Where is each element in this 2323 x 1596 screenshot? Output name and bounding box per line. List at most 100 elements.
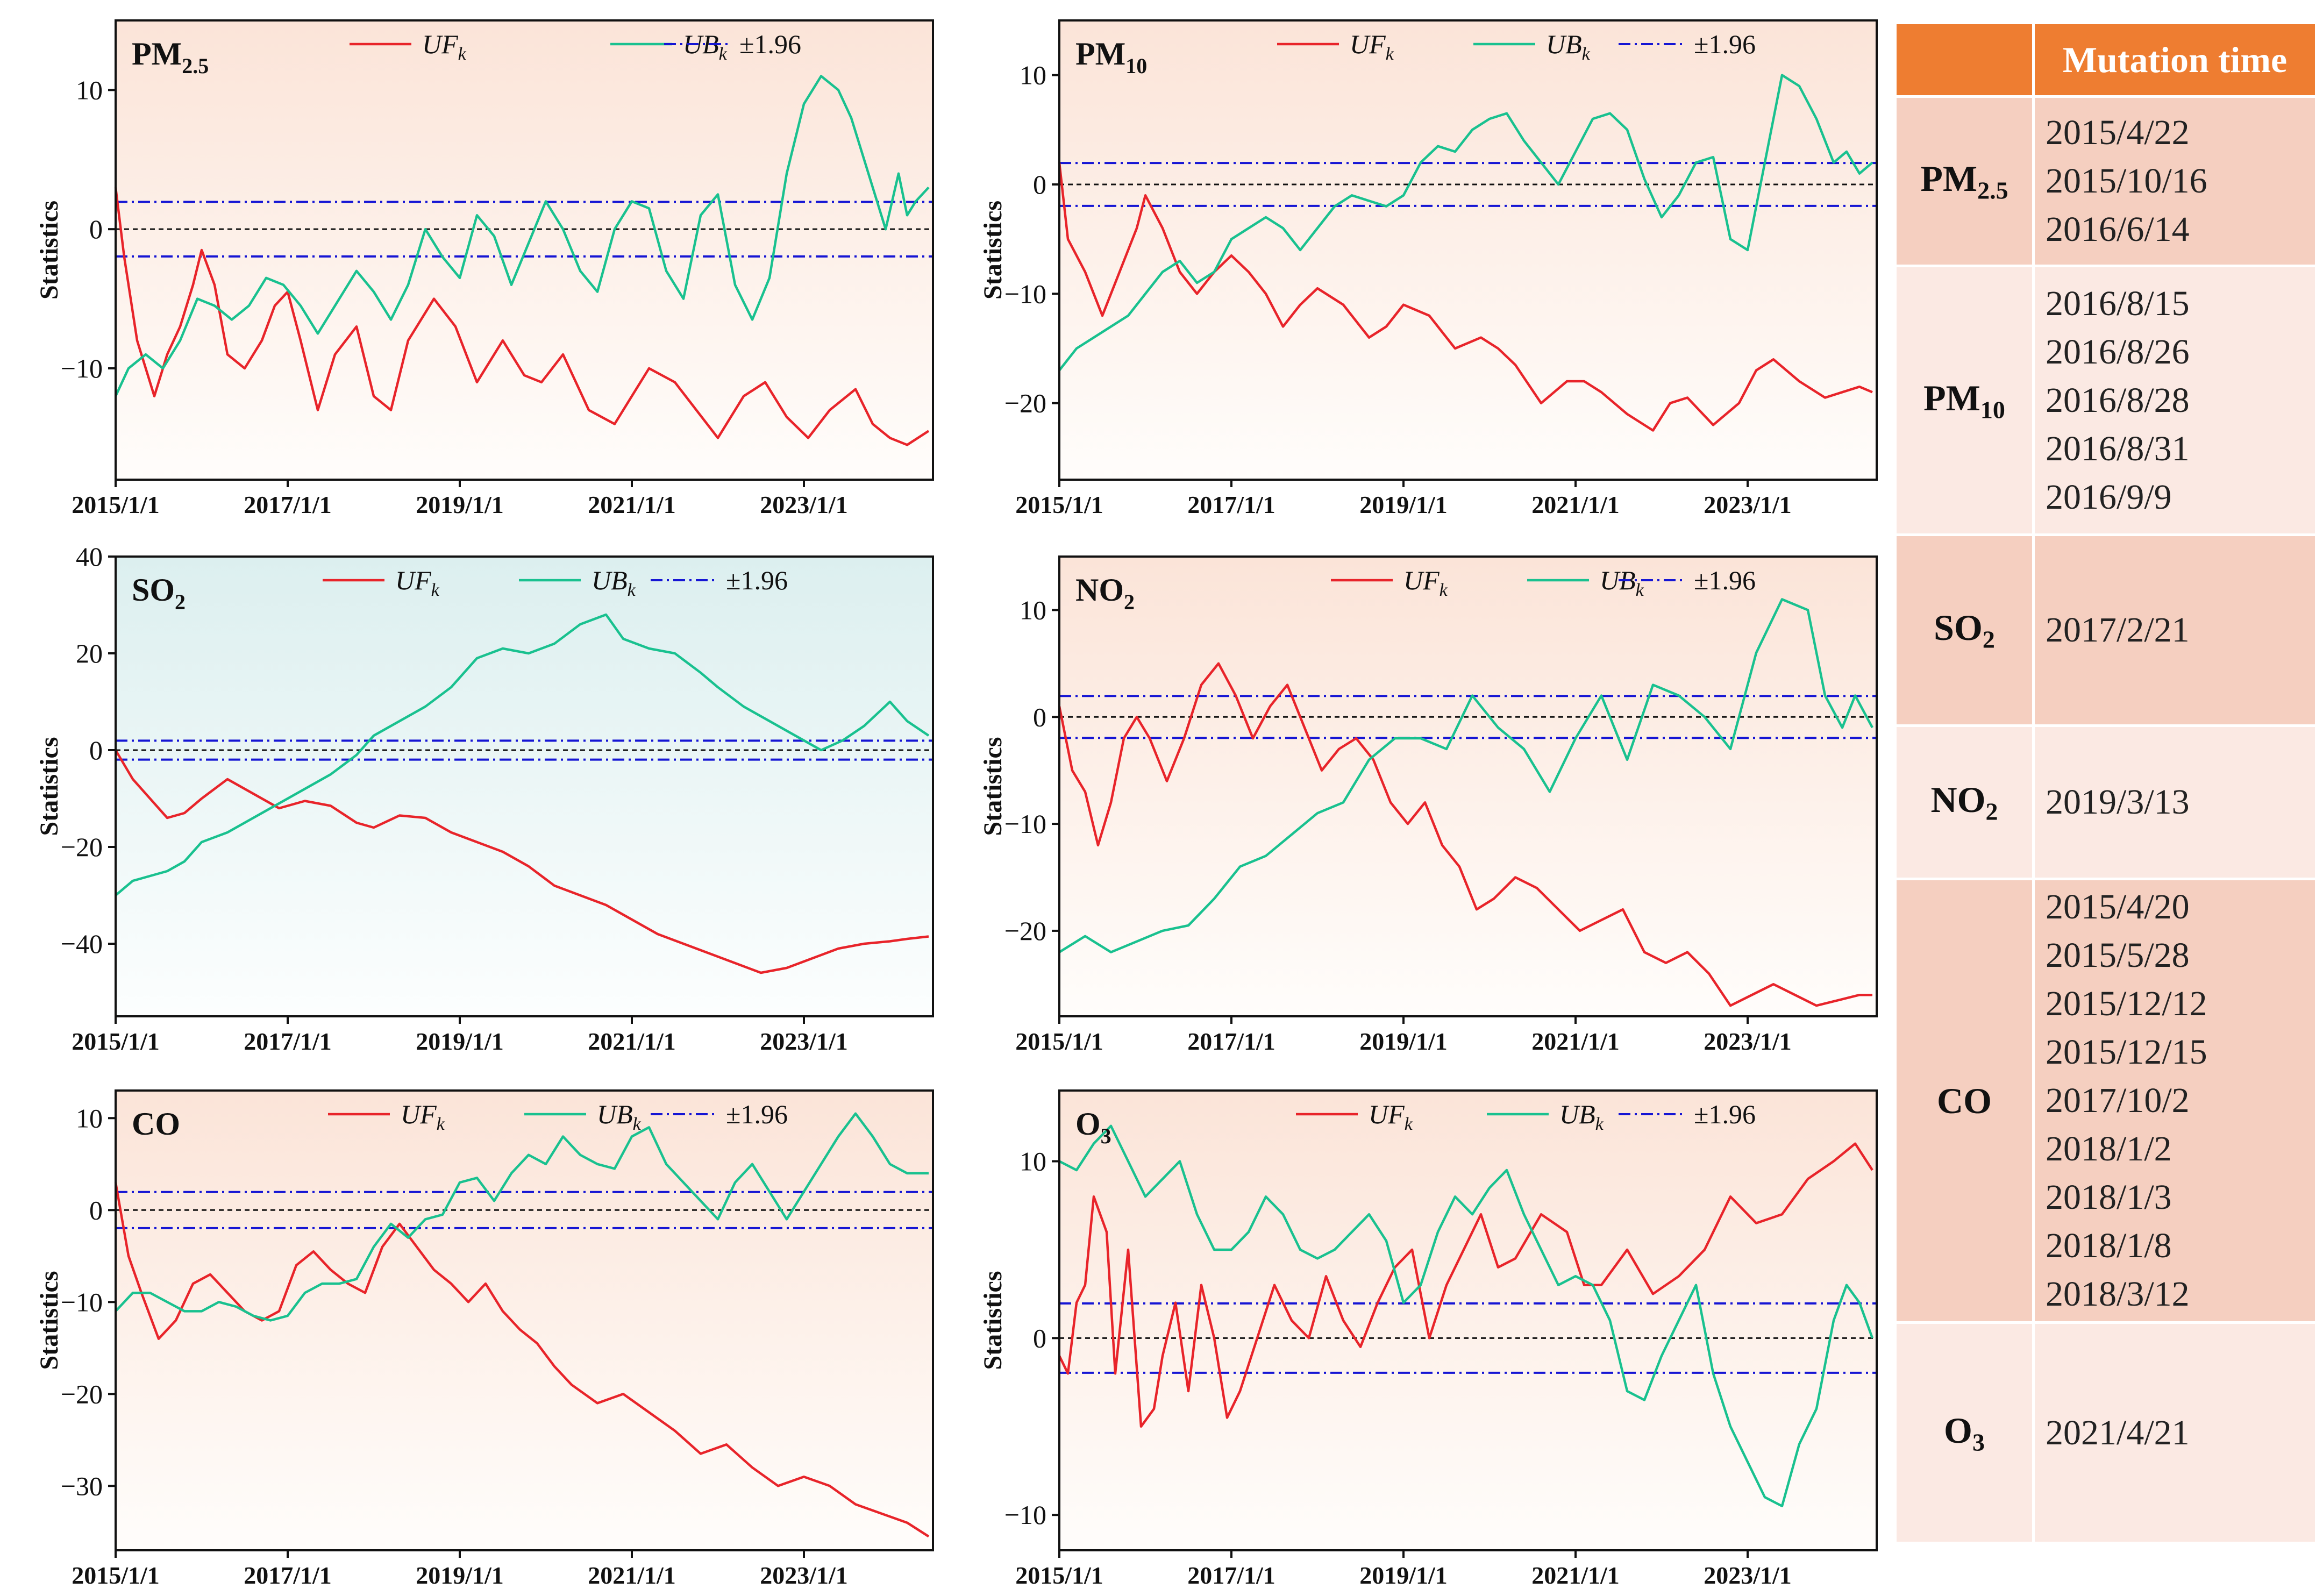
mutation-date: 2015/12/12 xyxy=(2046,984,2207,1023)
panel-title: O3 xyxy=(1075,1106,1111,1148)
x-tick-label: 2015/1/1 xyxy=(1015,1562,1103,1589)
ub-series-line xyxy=(1058,598,1873,953)
plot-frame xyxy=(1058,1089,1878,1551)
legend-ub-label: UBk xyxy=(1559,1099,1604,1134)
mutation-date: 2019/3/13 xyxy=(2046,782,2190,822)
y-tick-label: 10 xyxy=(1020,1146,1046,1177)
x-tick-label: 2021/1/1 xyxy=(1531,1028,1620,1055)
x-tick-label: 2017/1/1 xyxy=(1187,1562,1275,1589)
x-tick-label: 2019/1/1 xyxy=(1359,1028,1448,1055)
plot-background xyxy=(1059,20,1877,480)
chart-panel-6: −10 0 10 2015/1/1 2017/1/1 2019/1/1 2021/1/1 20… xyxy=(979,1089,1878,1589)
chart-panel-3: −40 −20 0 20 40 2015/1/1 2017/1/1 2019/1/1 2021/… xyxy=(35,542,934,1055)
x-tick-label: 2021/1/1 xyxy=(588,1562,676,1589)
ub-series-line xyxy=(1058,74,1873,372)
pollutant-cell: PM2.5 xyxy=(1897,98,2032,265)
mutation-dates-cell: 2015/4/22 2015/10/16 2016/6/14 xyxy=(2035,98,2315,265)
x-tick-label: 2023/1/1 xyxy=(1704,1028,1792,1055)
mutation-date: 2018/1/2 xyxy=(2046,1129,2172,1168)
mutation-dates-cell: 2017/2/21 xyxy=(2035,536,2315,724)
legend-ub-label: UBk xyxy=(592,565,636,600)
legend-uf-label: UFk xyxy=(401,1099,445,1134)
x-tick-label: 2017/1/1 xyxy=(244,1028,332,1055)
mutation-date: 2016/8/31 xyxy=(2046,429,2190,468)
legend-limit-label: ±1.96 xyxy=(1694,565,1756,595)
mutation-date: 2015/4/20 xyxy=(2046,887,2190,927)
y-tick-label: 0 xyxy=(1033,702,1046,732)
pollutant-cell: O3 xyxy=(1897,1324,2032,1542)
plot-frame xyxy=(115,1089,934,1551)
x-tick-label: 2019/1/1 xyxy=(1359,491,1448,518)
mutation-date: 2018/3/12 xyxy=(2046,1274,2190,1314)
x-tick-label: 2017/1/1 xyxy=(1187,1028,1275,1055)
mutation-date: 2018/1/3 xyxy=(2046,1178,2172,1217)
x-tick-label: 2015/1/1 xyxy=(1015,1028,1103,1055)
mutation-date: 2016/8/15 xyxy=(2046,283,2190,323)
mutation-date: 2016/9/9 xyxy=(2046,477,2172,517)
table-row: SO2 2017/2/21 xyxy=(1897,536,2315,724)
legend-uf-label: UFk xyxy=(422,29,467,64)
ub-series-line xyxy=(1058,1124,1874,1508)
table-row: CO 2015/4/20 2015/5/28 2015/12/12 2015/12/15… xyxy=(1897,880,2315,1321)
uf-series-line xyxy=(1058,662,1872,1007)
mutation-dates-cell: 2021/4/21 xyxy=(2035,1324,2315,1542)
mutation-date: 2016/8/26 xyxy=(2046,332,2190,372)
chart-grid: −10 0 10 2015/1/1 2017/1/1 2019/1/1 2021/1/1 20… xyxy=(35,19,1878,1589)
legend-ub-label: UBk xyxy=(1546,29,1591,64)
uf-series-line xyxy=(1058,1142,1873,1428)
legend-ub-label: UBk xyxy=(597,1099,642,1134)
plot-background xyxy=(116,20,933,480)
x-tick-label: 2019/1/1 xyxy=(1359,1562,1448,1589)
uf-series-line xyxy=(114,187,930,446)
chart-panel-2: −20 −10 0 10 2015/1/1 2017/1/1 2019/1/1 2021/1/… xyxy=(979,19,1878,518)
mutation-date: 2015/4/22 xyxy=(2046,113,2190,152)
legend-limit-label: ±1.96 xyxy=(739,29,801,59)
x-tick-label: 2019/1/1 xyxy=(416,1562,504,1589)
y-tick-label: −10 xyxy=(1004,279,1046,309)
y-tick-label: −20 xyxy=(1004,916,1046,946)
y-tick-label: 0 xyxy=(89,735,103,765)
legend-limit-label: ±1.96 xyxy=(1694,1099,1756,1129)
legend-uf-label: UFk xyxy=(1369,1099,1413,1134)
y-tick-label: −30 xyxy=(61,1471,103,1501)
x-tick-label: 2019/1/1 xyxy=(416,491,504,518)
x-tick-label: 2015/1/1 xyxy=(72,491,160,518)
y-tick-label: 10 xyxy=(1020,60,1046,90)
uf-series-line xyxy=(115,749,929,974)
y-tick-label: 10 xyxy=(76,75,103,105)
mutation-date: 2015/12/15 xyxy=(2046,1032,2207,1072)
x-tick-label: 2015/1/1 xyxy=(1015,491,1103,518)
x-tick-label: 2015/1/1 xyxy=(72,1028,160,1055)
plot-frame xyxy=(1058,555,1878,1017)
legend-limit-label: ±1.96 xyxy=(726,565,788,595)
panel-title: CO xyxy=(132,1106,180,1142)
panel-title: PM10 xyxy=(1075,36,1147,78)
y-tick-label: −20 xyxy=(1004,388,1046,418)
table-header-mutation-time: Mutation time xyxy=(2035,24,2315,95)
y-tick-label: −10 xyxy=(61,353,103,383)
mutation-date: 2015/5/28 xyxy=(2046,936,2190,975)
table-header-blank xyxy=(1897,24,2032,95)
mutation-date: 2018/1/8 xyxy=(2046,1226,2172,1265)
mutation-date: 2017/2/21 xyxy=(2046,610,2190,650)
y-tick-label: 0 xyxy=(1033,1323,1046,1353)
uf-series-line xyxy=(1058,162,1873,432)
plot-background xyxy=(116,557,933,1016)
legend-uf-label: UFk xyxy=(1403,565,1448,600)
x-tick-label: 2021/1/1 xyxy=(588,1028,676,1055)
pollutant-cell: SO2 xyxy=(1897,536,2032,724)
x-tick-label: 2023/1/1 xyxy=(760,1028,848,1055)
legend-limit-label: ±1.96 xyxy=(1694,29,1756,59)
pollutant-cell: NO2 xyxy=(1897,727,2032,878)
pollutant-cell: CO xyxy=(1897,880,2032,1321)
y-tick-label: 0 xyxy=(89,1195,103,1225)
plot-background xyxy=(1059,1091,1877,1550)
x-tick-label: 2019/1/1 xyxy=(416,1028,504,1055)
ub-series-line xyxy=(114,75,930,397)
x-tick-label: 2015/1/1 xyxy=(72,1562,160,1589)
table-row: O3 2021/4/21 xyxy=(1897,1324,2315,1542)
x-tick-label: 2021/1/1 xyxy=(1531,491,1620,518)
x-tick-label: 2023/1/1 xyxy=(760,491,848,518)
y-tick-label: 0 xyxy=(89,214,103,244)
chart-panel-1: −10 0 10 2015/1/1 2017/1/1 2019/1/1 2021/1/1 20… xyxy=(35,19,934,518)
